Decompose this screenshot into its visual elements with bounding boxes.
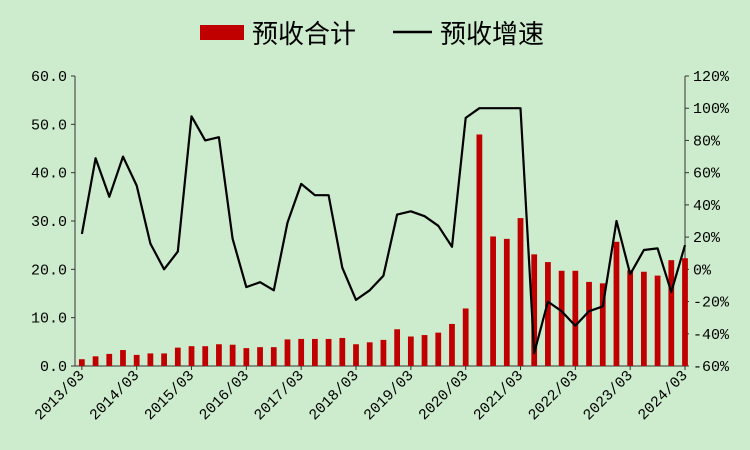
right-axis-tick-label: -40% bbox=[693, 327, 730, 344]
left-axis-tick-label: 60.0 bbox=[31, 69, 67, 86]
bar-series bbox=[78, 134, 688, 366]
left-axis-tick-label: 0.0 bbox=[40, 359, 67, 376]
legend: 预收合计 预收增速 bbox=[200, 20, 544, 50]
x-axis-tick-label: 2015/03 bbox=[141, 368, 198, 425]
bar bbox=[435, 332, 442, 366]
right-axis-tick-label: 0% bbox=[693, 262, 712, 279]
bar bbox=[682, 258, 688, 366]
bar bbox=[325, 338, 332, 366]
bar bbox=[517, 218, 524, 366]
growth-line bbox=[80, 107, 687, 355]
bar bbox=[599, 283, 606, 366]
left-axis-tick-label: 10.0 bbox=[31, 311, 67, 328]
line-series bbox=[80, 107, 687, 355]
bar bbox=[120, 350, 126, 366]
bar bbox=[147, 353, 154, 366]
bar bbox=[216, 344, 222, 366]
tick-labels: 0.0 10.0 20.0 30.0 40.0 50.0 60.0 -60% -40% -20% 0… bbox=[31, 69, 730, 424]
bar bbox=[503, 238, 510, 366]
x-axis-tick-label: 2021/03 bbox=[470, 368, 527, 425]
right-axis-tick-label: 80% bbox=[693, 133, 721, 150]
bar bbox=[106, 353, 113, 366]
bar bbox=[654, 275, 661, 366]
left-axis-tick-label: 40.0 bbox=[31, 166, 67, 183]
bar bbox=[298, 338, 305, 366]
x-axis-tick-label: 2023/03 bbox=[580, 368, 637, 425]
bar bbox=[380, 339, 387, 366]
bar bbox=[188, 346, 195, 366]
axes bbox=[71, 75, 689, 370]
right-axis-tick-label: -20% bbox=[693, 295, 730, 312]
bar bbox=[668, 260, 675, 366]
bar bbox=[174, 347, 181, 366]
bar bbox=[257, 347, 263, 366]
bar bbox=[545, 262, 551, 366]
x-axis-tick-label: 2014/03 bbox=[87, 368, 144, 425]
right-axis-tick-label: 20% bbox=[693, 230, 721, 247]
bar bbox=[462, 308, 469, 366]
x-axis-tick-label: 2017/03 bbox=[251, 368, 308, 425]
x-axis-tick-label: 2019/03 bbox=[361, 368, 418, 425]
bar bbox=[394, 329, 401, 366]
bar bbox=[476, 134, 483, 366]
bar bbox=[366, 342, 373, 366]
legend-bar-label: 预收合计 bbox=[252, 20, 356, 50]
right-axis-tick-label: 120% bbox=[693, 69, 730, 86]
bar bbox=[586, 281, 592, 366]
bar bbox=[640, 271, 647, 366]
left-axis-tick-label: 20.0 bbox=[31, 262, 67, 279]
bar bbox=[270, 347, 277, 366]
bar bbox=[627, 270, 634, 366]
x-axis-tick-label: 2022/03 bbox=[525, 368, 582, 425]
bar bbox=[421, 335, 428, 366]
right-axis-tick-label: 60% bbox=[693, 166, 721, 183]
x-axis-tick-label: 2020/03 bbox=[416, 368, 473, 425]
bar bbox=[613, 241, 620, 366]
left-axis-tick-label: 50.0 bbox=[31, 117, 67, 134]
bar bbox=[558, 270, 565, 366]
bar bbox=[572, 270, 579, 366]
x-axis-tick-label: 2018/03 bbox=[306, 368, 363, 425]
right-axis-tick-label: -60% bbox=[693, 359, 730, 376]
x-axis-tick-label: 2013/03 bbox=[32, 368, 89, 425]
bar bbox=[490, 236, 496, 366]
legend-bar-swatch bbox=[200, 25, 244, 40]
bar bbox=[92, 356, 99, 366]
bar bbox=[133, 354, 140, 366]
x-axis-tick-label: 2016/03 bbox=[196, 368, 253, 425]
bar bbox=[339, 337, 346, 366]
left-axis-tick-label: 30.0 bbox=[31, 214, 67, 231]
x-axis-tick-label: 2024/03 bbox=[635, 368, 692, 425]
legend-line-label: 预收增速 bbox=[440, 20, 544, 50]
bar bbox=[312, 338, 318, 366]
bar bbox=[353, 344, 359, 366]
bar bbox=[229, 344, 236, 366]
bar bbox=[407, 336, 414, 366]
right-axis-tick-label: 100% bbox=[693, 101, 730, 118]
bar bbox=[243, 348, 250, 366]
bar bbox=[449, 323, 455, 366]
bar bbox=[284, 339, 291, 366]
bar bbox=[531, 254, 538, 366]
bar bbox=[161, 353, 167, 366]
bar bbox=[202, 346, 209, 366]
bar bbox=[78, 359, 85, 366]
right-axis-tick-label: 40% bbox=[693, 198, 721, 215]
